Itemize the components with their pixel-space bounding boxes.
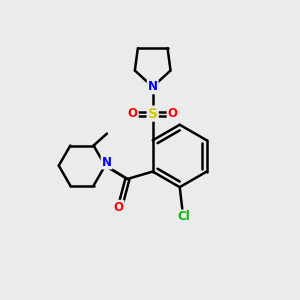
Text: Cl: Cl xyxy=(178,210,190,224)
Text: N: N xyxy=(148,80,158,93)
Text: O: O xyxy=(113,201,124,214)
Text: S: S xyxy=(148,106,158,121)
Text: N: N xyxy=(102,155,112,169)
Text: O: O xyxy=(128,107,138,120)
Text: O: O xyxy=(168,107,178,120)
